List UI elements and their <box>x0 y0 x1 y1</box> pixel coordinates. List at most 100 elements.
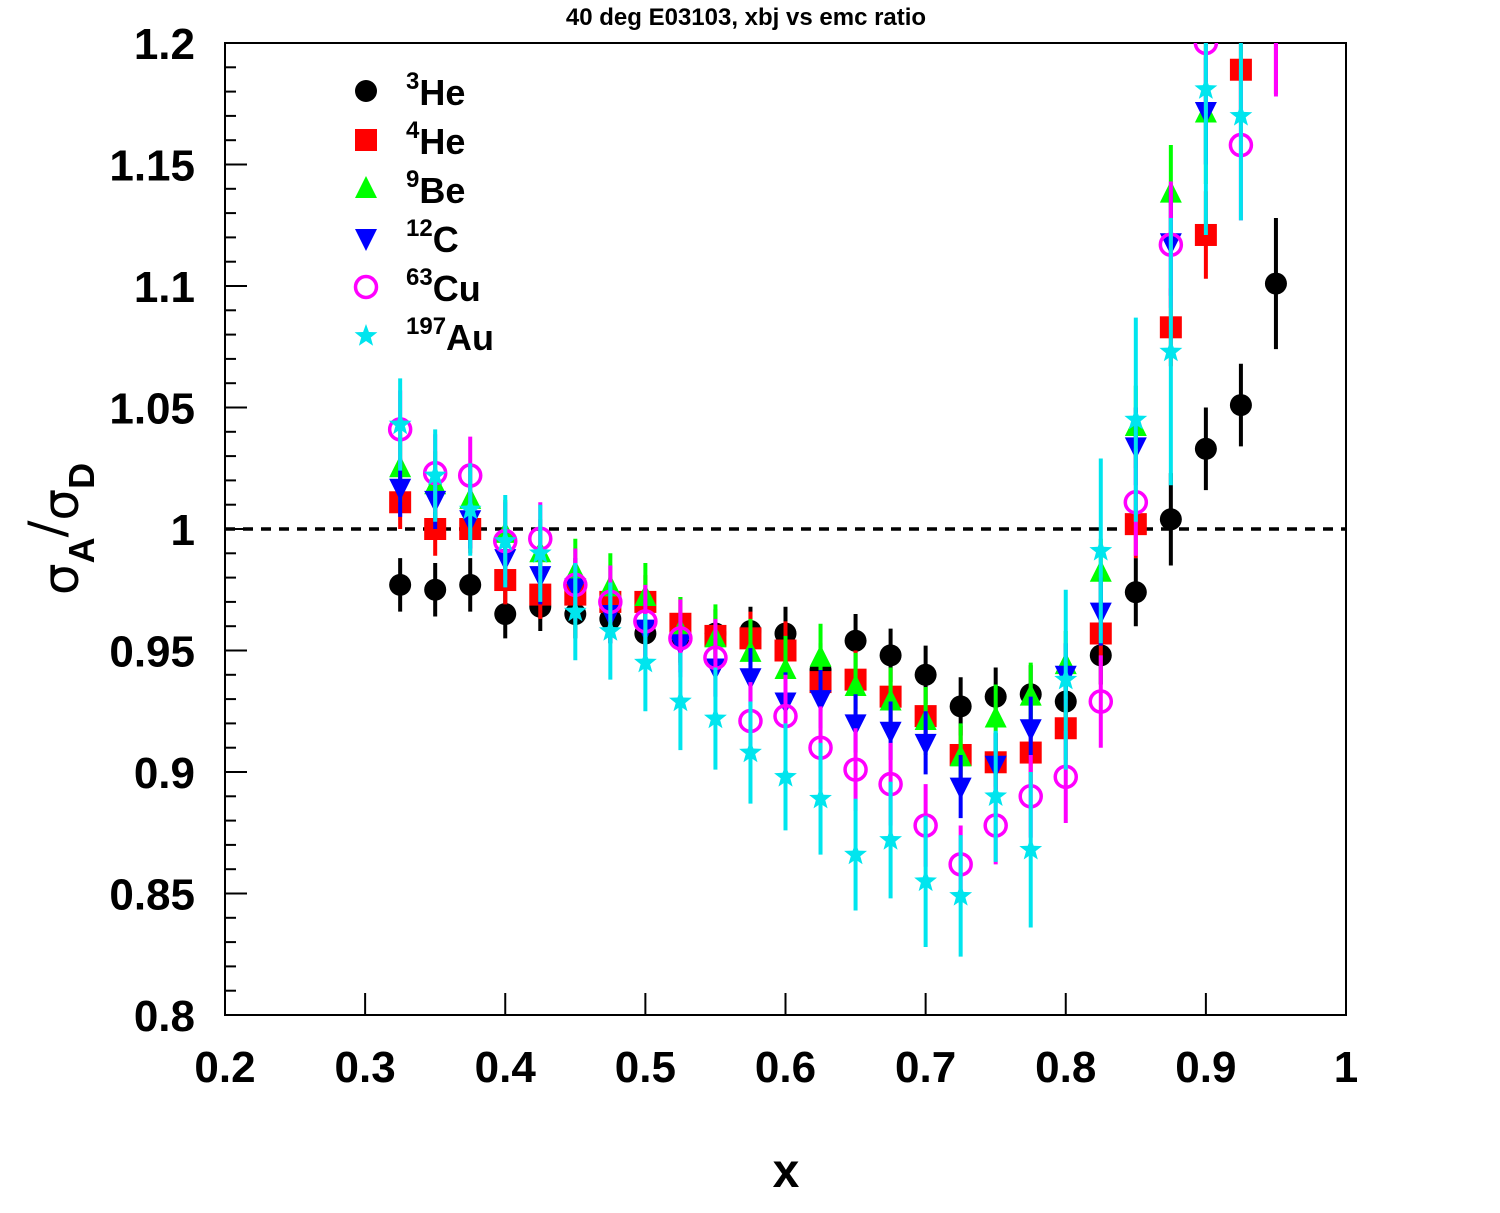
data-point <box>1019 719 1042 742</box>
data-point <box>528 541 552 563</box>
data-point <box>1274 43 1278 44</box>
legend-label: 197Au <box>406 313 494 358</box>
legend-marker <box>355 129 377 151</box>
data-point <box>1019 683 1042 706</box>
legend-label-element: C <box>433 219 459 260</box>
legend-label-isotope: 197 <box>406 313 446 340</box>
legend-marker <box>355 80 377 102</box>
legend-marker <box>355 176 377 198</box>
data-point <box>563 599 587 622</box>
y-tick-label: 1.05 <box>109 385 195 434</box>
legend-label-isotope: 9 <box>406 166 419 193</box>
data-point <box>739 668 762 691</box>
data-point <box>1229 394 1252 417</box>
data-point <box>844 842 867 865</box>
data-point <box>809 690 832 713</box>
data-point <box>1159 508 1182 531</box>
legend-label-element: Cu <box>433 268 481 309</box>
y-label-sub-a: A <box>61 537 102 563</box>
x-tick-label: 0.4 <box>475 1043 537 1092</box>
y-tick-label: 0.8 <box>134 992 195 1041</box>
x-axis-label: x <box>773 1145 800 1198</box>
data-point <box>389 478 412 501</box>
data-point <box>809 644 832 667</box>
y-tick-label: 0.95 <box>109 628 195 677</box>
legend-label-isotope: 12 <box>406 215 433 242</box>
series-he-3 <box>389 217 1287 736</box>
data-point <box>774 656 797 679</box>
data-point <box>984 705 1007 728</box>
data-point <box>1124 407 1148 430</box>
legend-label: 3He <box>406 68 465 113</box>
data-point <box>459 573 482 596</box>
data-point <box>949 695 972 718</box>
chart-title: 40 deg E03103, xbj vs emc ratio <box>566 4 926 31</box>
legend-label-element: Be <box>419 170 465 211</box>
data-point <box>949 883 973 906</box>
data-point <box>1194 437 1217 460</box>
data-point <box>879 688 902 711</box>
data-point <box>1159 339 1183 362</box>
x-tick-label: 0.6 <box>755 1043 816 1092</box>
data-point <box>634 650 657 673</box>
y-label-sub-d: D <box>61 463 102 489</box>
data-point <box>879 644 902 667</box>
data-point <box>668 626 693 651</box>
data-point <box>844 673 867 696</box>
data-point <box>598 619 622 641</box>
data-point <box>984 784 1008 806</box>
series-au-197 <box>388 43 1253 957</box>
data-point <box>1088 689 1114 714</box>
data-point <box>949 777 972 800</box>
legend-marker <box>355 229 377 251</box>
x-tick-label: 0.2 <box>194 1043 255 1092</box>
data-point <box>879 828 902 850</box>
y-tick-label: 1.15 <box>109 142 195 191</box>
data-point <box>493 529 517 551</box>
data-point <box>1265 3 1287 25</box>
data-point <box>809 786 832 809</box>
data-point <box>424 578 447 601</box>
data-point <box>914 663 937 686</box>
data-point <box>1019 837 1043 860</box>
data-point <box>388 412 412 435</box>
legend-label-element: He <box>419 72 465 113</box>
data-point <box>704 706 727 729</box>
y-label-sigma-d: σ <box>32 489 90 521</box>
legend-label-isotope: 4 <box>406 117 420 144</box>
legend-label-element: He <box>419 121 465 162</box>
legend-label: 9Be <box>406 166 465 211</box>
data-point <box>423 463 447 486</box>
data-point <box>879 721 902 744</box>
series-c-12 <box>389 57 1217 819</box>
x-tick-label: 0.9 <box>1175 1043 1236 1092</box>
y-axis-label: σA/σD <box>18 463 102 595</box>
data-point <box>914 869 937 892</box>
data-point <box>1089 538 1113 561</box>
data-point <box>774 764 797 787</box>
y-tick-label: 1.2 <box>134 20 195 69</box>
data-point <box>914 733 937 756</box>
y-tick-label: 0.85 <box>109 871 195 920</box>
data-point <box>494 603 517 626</box>
y-tick-label: 0.9 <box>134 749 195 798</box>
y-label-sigma-a: σ <box>32 563 90 595</box>
legend-label: 12C <box>406 215 459 260</box>
series-be-9 <box>389 43 1217 792</box>
legend-label-isotope: 3 <box>406 68 419 95</box>
data-point <box>458 497 482 520</box>
x-tick-label: 1 <box>1334 1043 1358 1092</box>
legend-label: 4He <box>406 117 465 162</box>
legend-marker <box>353 274 379 300</box>
y-tick-label: 1 <box>171 506 195 555</box>
data-point <box>389 573 412 596</box>
series-he-4 <box>389 3 1287 792</box>
y-label-slash: / <box>18 520 76 537</box>
series-cu-63 <box>387 43 1278 904</box>
data-layer <box>387 3 1287 957</box>
data-point <box>843 757 868 782</box>
data-point <box>844 714 867 737</box>
data-point <box>669 689 692 712</box>
